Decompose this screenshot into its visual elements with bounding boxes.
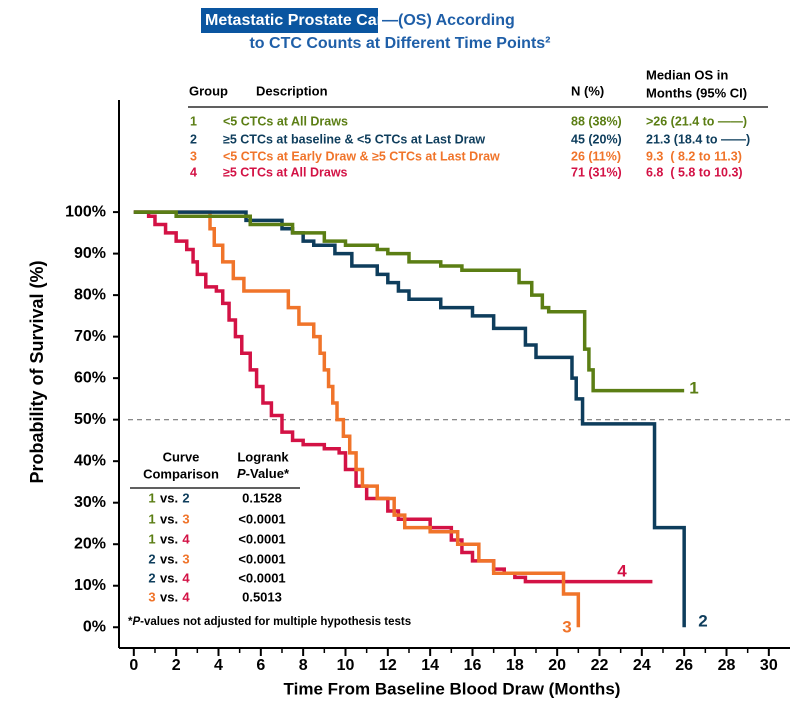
comparison-header: Logrank	[237, 449, 289, 464]
table-header: N (%)	[571, 83, 604, 98]
table-header: Months (95% CI)	[646, 85, 747, 100]
x-tick-label: 8	[299, 657, 308, 674]
y-axis-title: Probability of Survival (%)	[27, 260, 47, 483]
x-tick-label: 12	[379, 657, 397, 674]
y-tick-label: 100%	[65, 203, 106, 220]
comparison-group: 1	[148, 511, 155, 526]
table-cell: 9.3 ( 8.2 to 11.3)	[646, 149, 742, 163]
table-cell: ≥5 CTCs at All Draws	[223, 165, 348, 179]
comparison-group: 2	[148, 551, 155, 566]
comparison-group: 2	[182, 490, 189, 505]
table-cell: 1	[190, 114, 197, 128]
x-tick-label: 4	[214, 657, 223, 674]
comparison-sep: vs.	[160, 531, 178, 546]
x-axis-title: Time From Baseline Blood Draw (Months)	[284, 679, 621, 698]
table-cell: 4	[190, 165, 197, 179]
x-tick-label: 22	[591, 657, 609, 674]
comparison-header: Comparison	[143, 466, 219, 481]
x-tick-label: 20	[548, 657, 566, 674]
curve-label: 2	[698, 611, 707, 630]
table-cell: 26 (11%)	[571, 149, 621, 163]
survival-curve	[133, 210, 581, 628]
x-tick-label: 30	[760, 657, 778, 674]
table-header: Description	[256, 83, 328, 98]
y-tick-label: 0%	[83, 618, 106, 635]
y-tick-label: 50%	[74, 411, 106, 428]
comparison-group: 2	[148, 570, 155, 585]
x-tick-label: 16	[464, 657, 482, 674]
comparison-header: Curve	[163, 449, 200, 464]
title-highlight	[201, 8, 378, 33]
comparison-group: 3	[182, 551, 189, 566]
y-tick-label: 70%	[74, 328, 106, 345]
y-tick-label: 30%	[74, 494, 106, 511]
y-tick-label: 10%	[74, 577, 106, 594]
y-tick-label: 40%	[74, 452, 106, 469]
x-tick-label: 18	[506, 657, 524, 674]
survival-curve	[133, 210, 685, 393]
chart-subtitle: to CTC Counts at Different Time Points²	[249, 35, 550, 52]
x-tick-label: 0	[129, 657, 138, 674]
footnote: *P-values not adjusted for multiple hypo…	[128, 616, 411, 628]
comparison-group: 3	[182, 511, 189, 526]
comparison-group: 1	[148, 490, 155, 505]
p-value: 0.1528	[242, 490, 282, 505]
table-cell: 2	[190, 132, 197, 146]
table-cell: 21.3 (18.4 to ——)	[646, 132, 750, 146]
chart-title-rest: —(OS) According	[382, 12, 515, 29]
comparison-group: 3	[148, 589, 155, 604]
x-tick-label: 10	[337, 657, 355, 674]
comparison-header: P-Value*	[237, 466, 290, 481]
x-tick-label: 28	[718, 657, 736, 674]
y-tick-label: 80%	[74, 286, 106, 303]
x-tick-label: 6	[256, 657, 265, 674]
table-cell: 45 (20%)	[571, 132, 622, 146]
p-value: <0.0001	[238, 511, 285, 526]
comparison-sep: vs.	[160, 589, 178, 604]
comparison-group: 4	[182, 531, 190, 546]
curve-label: 3	[562, 617, 571, 636]
table-cell: <5 CTCs at All Draws	[223, 114, 348, 128]
table-cell: <5 CTCs at Early Draw & ≥5 CTCs at Last …	[223, 149, 500, 163]
comparison-group: 1	[148, 531, 155, 546]
x-tick-label: 26	[675, 657, 693, 674]
table-cell: 6.8 ( 5.8 to 10.3)	[646, 165, 743, 179]
y-tick-label: 90%	[74, 245, 106, 262]
p-value: 0.5013	[242, 589, 282, 604]
comparison-group: 4	[182, 589, 190, 604]
comparison-group: 4	[182, 570, 190, 585]
table-header: Median OS in	[646, 67, 728, 82]
x-tick-label: 24	[633, 657, 651, 674]
comparison-sep: vs.	[160, 551, 178, 566]
survival-curve	[133, 210, 653, 584]
p-value: <0.0001	[238, 531, 285, 546]
p-value: <0.0001	[238, 551, 285, 566]
table-cell: 88 (38%)	[571, 114, 622, 128]
table-cell: ≥5 CTCs at baseline & <5 CTCs at Last Dr…	[223, 132, 485, 146]
curve-label: 4	[617, 561, 627, 580]
comparison-sep: vs.	[160, 511, 178, 526]
x-tick-label: 14	[421, 657, 439, 674]
y-tick-label: 20%	[74, 535, 106, 552]
p-value: <0.0001	[238, 570, 285, 585]
table-cell: 3	[190, 149, 197, 163]
table-cell: 71 (31%)	[571, 165, 622, 179]
chart-title: Metastatic Prostate Cancer*	[205, 12, 417, 29]
table-cell: >26 (21.4 to ——)	[646, 114, 747, 128]
comparison-sep: vs.	[160, 570, 178, 585]
table-header: Group	[189, 83, 228, 98]
comparison-sep: vs.	[160, 490, 178, 505]
y-tick-label: 60%	[74, 369, 106, 386]
x-tick-label: 2	[172, 657, 181, 674]
curve-label: 1	[689, 378, 698, 397]
